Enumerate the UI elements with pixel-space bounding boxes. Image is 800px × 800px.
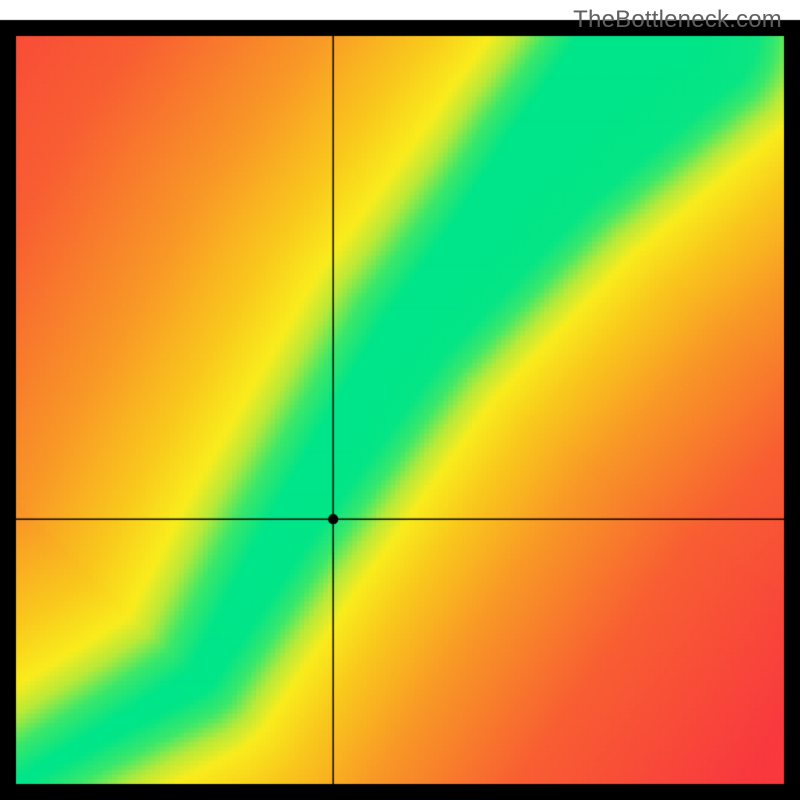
- watermark-text: TheBottleneck.com: [573, 6, 782, 34]
- heatmap-canvas: [0, 0, 800, 800]
- chart-container: TheBottleneck.com: [0, 0, 800, 800]
